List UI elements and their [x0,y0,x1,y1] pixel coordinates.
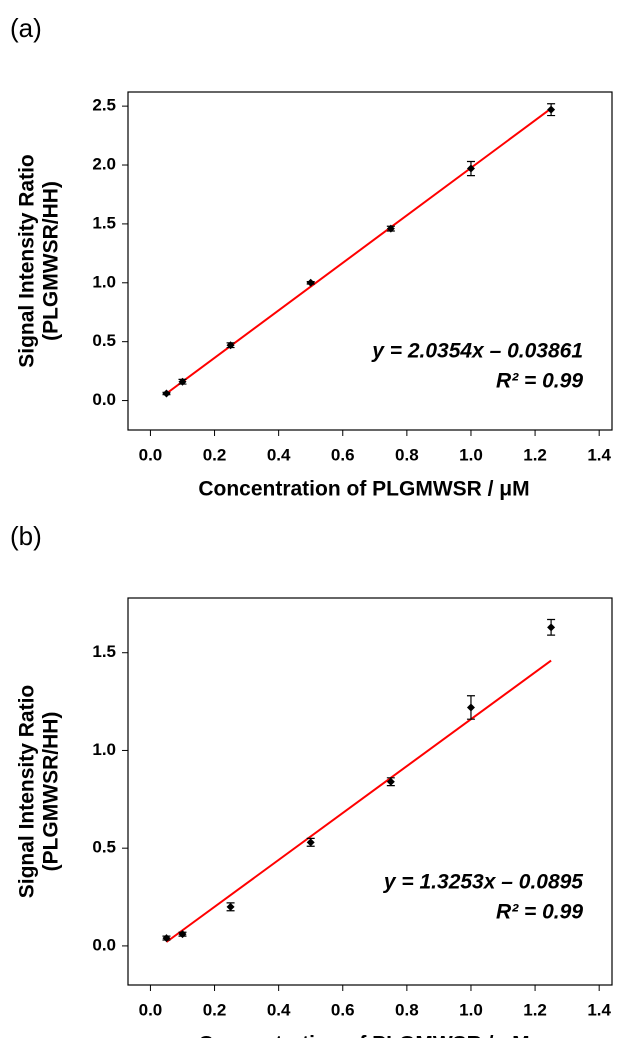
x-tick-label: 0.8 [395,1000,419,1019]
equation: y = 2.0354x – 0.03861 [371,340,583,363]
x-tick-label: 0.2 [203,1000,227,1019]
data-point [162,389,171,398]
x-tick-label: 1.0 [459,1000,483,1019]
data-point [162,934,171,943]
x-tick-label: 0.8 [395,445,419,464]
y-tick-label: 1.5 [92,213,116,232]
data-point [386,224,395,233]
data-point [226,341,235,350]
x-tick-label: 0.0 [139,445,163,464]
data-point [547,105,556,114]
y-tick-label: 0.5 [92,838,116,857]
data-point [547,623,556,632]
x-tick-label: 0.6 [331,1000,355,1019]
plot-frame [127,597,613,986]
data-point [466,703,475,712]
panel-label: (a) [10,13,42,43]
y-tick-label: 2.0 [92,155,116,174]
y-tick-label: 0.0 [92,935,116,954]
x-axis-label: Concentration of PLGMWSR / μM [198,478,529,501]
y-axis-label: (PLGMWSR/HH) [40,712,63,872]
data-point [466,164,475,173]
data-point [178,377,187,386]
x-tick-label: 1.4 [587,1000,611,1019]
equation: R² = 0.99 [496,370,583,393]
x-axis-label: Concentration of PLGMWSR / μM [198,1033,529,1038]
y-tick-label: 2.5 [92,96,116,115]
y-tick-label: 1.0 [92,272,116,291]
y-axis-label: Signal Intensity Ratio [16,154,39,368]
x-tick-label: 0.4 [267,1000,291,1019]
equation: R² = 0.99 [496,901,583,924]
data-point [178,930,187,939]
y-tick-label: 1.5 [92,642,116,661]
data-point [226,902,235,911]
x-tick-label: 0.2 [203,445,227,464]
y-axis-label: (PLGMWSR/HH) [40,181,63,341]
x-tick-label: 1.4 [587,445,611,464]
x-tick-label: 0.6 [331,445,355,464]
y-tick-label: 0.5 [92,331,116,350]
y-tick-label: 1.0 [92,740,116,759]
data-point [306,278,315,287]
x-tick-label: 0.4 [267,445,291,464]
data-point [306,838,315,847]
equation: y = 1.3253x – 0.0895 [383,871,583,894]
plot-frame [127,91,613,431]
y-axis-label: Signal Intensity Ratio [16,685,39,899]
panel-label: (b) [10,521,42,551]
x-tick-label: 1.0 [459,445,483,464]
x-tick-label: 1.2 [523,1000,547,1019]
data-point [386,777,395,786]
fit-line [165,659,552,943]
y-tick-label: 0.0 [92,390,116,409]
x-tick-label: 1.2 [523,445,547,464]
x-tick-label: 0.0 [139,1000,163,1019]
